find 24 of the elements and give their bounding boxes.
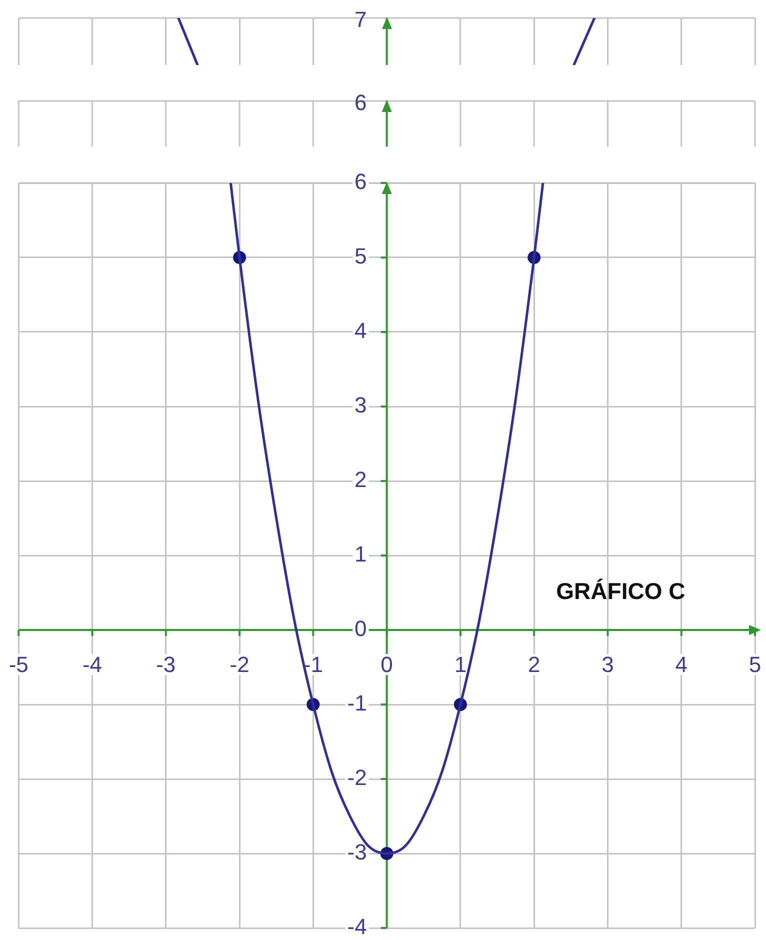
y-tick-label: -2 <box>347 765 367 790</box>
x-tick-label: 5 <box>748 652 762 678</box>
annotation: 7 <box>354 7 367 32</box>
x-tick-label: -1 <box>303 652 323 678</box>
x-tick-label: -5 <box>8 652 28 678</box>
y-tick-label: 6 <box>354 169 367 194</box>
y-tick-label: 0 <box>354 616 367 642</box>
x-tick-label: -4 <box>82 652 102 678</box>
y-tick-label: 1 <box>354 542 367 567</box>
y-tick-label: -4 <box>347 914 367 940</box>
y-tick-label: 3 <box>354 392 367 418</box>
x-tick-label: -3 <box>156 652 176 678</box>
x-tick-label: 3 <box>602 652 614 678</box>
y-tick-label: 4 <box>354 318 367 344</box>
y-tick-label: -1 <box>347 690 367 716</box>
x-tick-label: -2 <box>230 652 250 678</box>
x-tick-label: 2 <box>528 652 540 678</box>
x-tick-label: 0 <box>380 652 393 678</box>
y-tick-label: 5 <box>354 244 367 269</box>
y-tick-label: 2 <box>354 467 367 492</box>
x-tick-label: 1 <box>454 652 467 678</box>
y-tick-label: -3 <box>347 840 367 865</box>
text: GRÁFICO C <box>556 578 686 604</box>
x-tick-label: 4 <box>675 652 688 678</box>
